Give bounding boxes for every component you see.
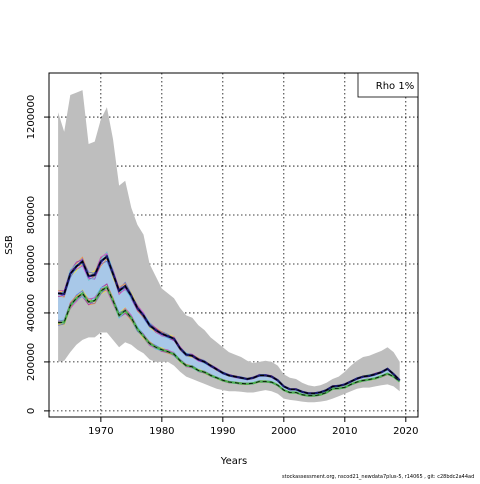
x-tick-label: 2000 (271, 426, 296, 437)
x-tick-label: 1990 (210, 426, 235, 437)
plot-frame (48, 72, 419, 418)
y-tick-label: 400000 (26, 294, 37, 332)
x-tick-label: 2010 (332, 426, 357, 437)
x-axis-label: Years (220, 456, 247, 467)
axes: 1970 1980 1990 2000 2010 2020 0 200000 400000 600… (26, 95, 419, 437)
footer-credit: stockassessment.org, nscod21_newdata7plu… (282, 474, 475, 480)
y-tick-label: 1200000 (26, 95, 37, 140)
series-line-dashed (58, 286, 400, 397)
x-tick-label: 1970 (88, 426, 113, 437)
y-tick-label: 600000 (26, 245, 37, 283)
y-tick-label: 0 (26, 408, 37, 414)
legend-box (357, 72, 419, 98)
confidence-bands (58, 90, 400, 403)
y-tick-label: 800000 (26, 196, 37, 234)
y-axis-label: SSB (4, 235, 15, 255)
y-tick-label: 200000 (26, 343, 37, 381)
legend: Rho 1% (357, 72, 419, 98)
series-lines (57, 251, 401, 397)
x-tick-label: 2020 (393, 426, 418, 437)
x-tick-label: 1980 (149, 426, 174, 437)
series-line-dashed (58, 255, 401, 394)
legend-label: Rho 1% (376, 81, 414, 92)
